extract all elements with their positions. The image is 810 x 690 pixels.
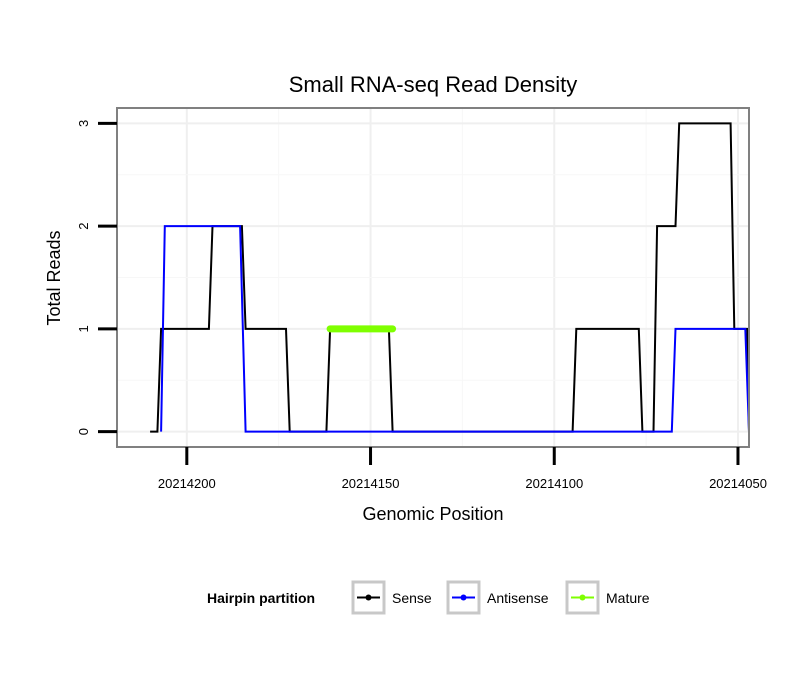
x-tick-label: 20214050 — [709, 476, 767, 491]
x-axis-ticks: 20214200 20214150 20214100 20214050 — [158, 447, 767, 491]
legend-item-antisense: Antisense — [446, 580, 549, 615]
y-axis-ticks: 0 1 2 3 — [76, 120, 117, 435]
series-line-antisense — [160, 225, 750, 433]
legend-dot-sense — [365, 594, 372, 601]
x-tick-label: 20214150 — [342, 476, 400, 491]
y-tick-label: 1 — [76, 325, 91, 332]
series-group — [150, 122, 750, 433]
legend-label-mature: Mature — [606, 590, 650, 606]
legend-title: Hairpin partition — [207, 590, 315, 606]
legend-dot-antisense — [460, 594, 467, 601]
legend-dot-mature — [579, 594, 586, 601]
y-tick-label: 3 — [76, 120, 91, 127]
legend-label-sense: Sense — [392, 590, 432, 606]
legend-item-sense: Sense — [351, 580, 432, 615]
legend-label-antisense: Antisense — [487, 590, 549, 606]
plot-border — [116, 107, 750, 448]
y-tick-label: 0 — [76, 428, 91, 435]
x-axis-title: Genomic Position — [362, 504, 503, 524]
x-tick-label: 20214200 — [158, 476, 216, 491]
legend-item-mature: Mature — [565, 580, 650, 615]
chart-title: Small RNA-seq Read Density — [289, 72, 578, 97]
y-tick-label: 2 — [76, 222, 91, 229]
legend: Hairpin partition Sense Antisense Mature — [207, 580, 650, 615]
y-axis-title: Total Reads — [44, 230, 64, 325]
x-tick-label: 20214100 — [525, 476, 583, 491]
legend-key-mature — [565, 580, 600, 615]
